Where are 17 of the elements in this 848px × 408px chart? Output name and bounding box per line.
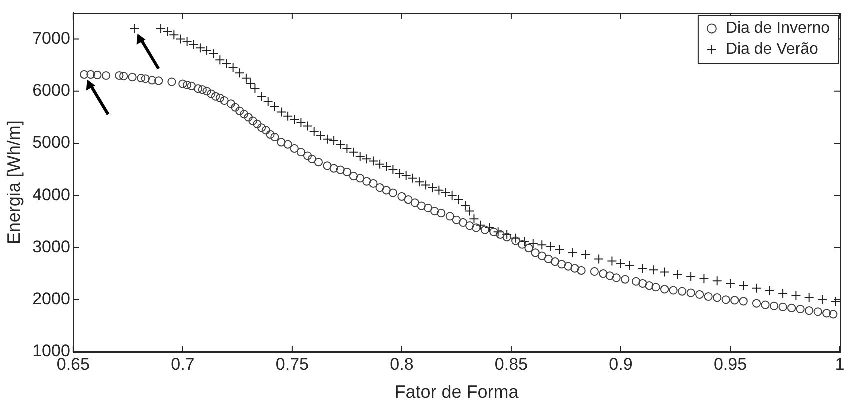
- x-tick-label: 0.75: [276, 354, 309, 374]
- legend-label: Dia de Inverno: [726, 20, 830, 38]
- x-tick-label: 0.7: [171, 354, 195, 374]
- x-tick-label: 0.95: [714, 354, 748, 374]
- y-axis-title: Energia [Wh/m]: [4, 120, 24, 245]
- legend-label: Dia de Verão: [726, 41, 819, 58]
- y-tick-label: 4000: [32, 185, 70, 204]
- y-tick-label: 3000: [32, 237, 70, 256]
- y-tick-label: 2000: [32, 290, 70, 309]
- x-tick-label: 1: [835, 354, 845, 374]
- y-tick-label: 5000: [32, 133, 70, 152]
- y-tick-label: 6000: [32, 81, 70, 100]
- x-tick-label: 0.85: [494, 354, 528, 374]
- x-axis-title: Fator de Forma: [394, 382, 520, 402]
- x-tick-label: 0.9: [609, 354, 633, 374]
- x-tick-label: 0.8: [390, 354, 414, 374]
- y-tick-label: 7000: [32, 28, 70, 48]
